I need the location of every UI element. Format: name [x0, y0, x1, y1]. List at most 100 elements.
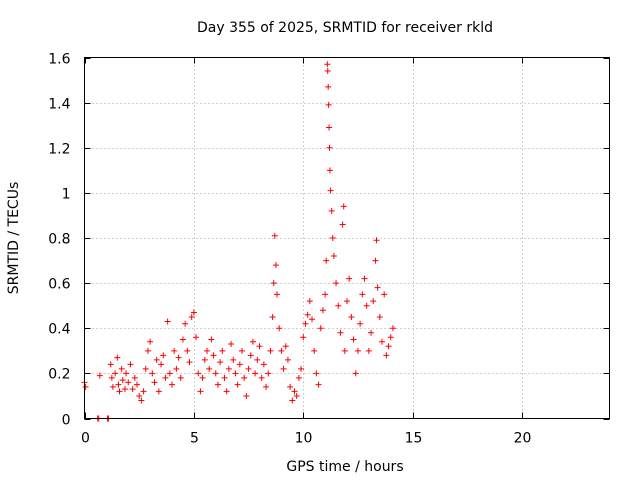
data-point	[151, 379, 158, 386]
data-point	[197, 388, 204, 395]
data-point	[208, 336, 215, 343]
data-point	[361, 275, 368, 282]
data-point	[359, 291, 366, 298]
data-point	[373, 237, 380, 244]
data-point	[155, 388, 162, 395]
data-point	[357, 320, 364, 327]
data-point	[173, 365, 180, 372]
data-point	[370, 298, 377, 305]
data-point	[201, 356, 208, 363]
data-point	[276, 325, 283, 332]
data-point	[236, 361, 243, 368]
data-point	[171, 347, 178, 354]
data-point	[179, 336, 186, 343]
data-point	[270, 280, 277, 287]
data-point	[164, 318, 171, 325]
data-point	[147, 338, 154, 345]
data-point	[317, 325, 324, 332]
data-point	[116, 388, 123, 395]
data-point	[315, 381, 322, 388]
data-point	[129, 386, 136, 393]
data-point	[363, 302, 370, 309]
data-point	[138, 397, 145, 404]
data-point	[169, 381, 175, 388]
y-tick-label: 0.8	[48, 232, 70, 248]
data-point	[247, 352, 254, 359]
data-points	[81, 61, 396, 422]
data-point	[352, 370, 359, 377]
data-point	[199, 374, 206, 381]
y-tick-label: 1.4	[48, 97, 70, 113]
data-point	[232, 370, 239, 377]
data-point	[177, 374, 184, 381]
data-point	[234, 381, 241, 388]
data-point	[121, 386, 128, 393]
data-point	[263, 383, 270, 390]
data-point	[368, 329, 375, 336]
data-point	[118, 365, 125, 372]
data-point	[306, 298, 313, 305]
data-point	[324, 61, 331, 68]
data-point	[379, 338, 385, 345]
data-point	[190, 309, 197, 316]
data-point	[265, 370, 272, 377]
data-point	[323, 257, 330, 264]
data-point	[309, 316, 315, 323]
data-point	[96, 372, 103, 379]
data-point	[372, 257, 379, 264]
grid-lines	[84, 57, 610, 419]
data-point	[295, 374, 302, 381]
data-point	[326, 144, 333, 151]
data-point	[389, 325, 396, 332]
data-point	[223, 388, 230, 395]
data-point	[206, 365, 213, 372]
data-point	[131, 374, 138, 381]
data-point	[341, 347, 348, 354]
data-point	[300, 334, 307, 341]
data-point	[230, 356, 237, 363]
x-tick-label: 0	[81, 431, 90, 447]
data-point	[337, 329, 344, 336]
data-point	[287, 383, 294, 390]
data-point	[326, 167, 333, 174]
data-point	[335, 302, 342, 309]
data-point	[114, 354, 121, 361]
data-point	[365, 347, 372, 354]
x-tick-label: 20	[514, 431, 532, 447]
data-point	[339, 221, 346, 228]
data-point	[280, 365, 287, 372]
data-point	[149, 370, 156, 377]
data-point	[107, 361, 114, 368]
data-point	[210, 352, 217, 359]
data-point	[374, 284, 381, 291]
data-point	[219, 347, 226, 354]
data-point	[144, 347, 151, 354]
y-tick-label: 1	[62, 187, 71, 203]
data-point	[136, 392, 143, 399]
data-point	[330, 253, 337, 260]
data-point	[166, 370, 173, 377]
data-point	[346, 275, 353, 282]
data-point	[256, 343, 263, 350]
data-point	[274, 291, 280, 298]
data-point	[311, 347, 318, 354]
data-point	[313, 370, 320, 377]
data-point	[385, 343, 392, 350]
axis-ticks	[84, 57, 610, 420]
chart-title: Day 355 of 2025, SRMTID for receiver rkl…	[197, 20, 493, 36]
data-point	[182, 320, 189, 327]
y-tick-label: 0.4	[48, 322, 70, 338]
data-point	[329, 235, 336, 241]
data-point	[340, 203, 347, 210]
data-point	[333, 280, 340, 287]
data-point	[383, 352, 390, 359]
data-point	[348, 313, 355, 320]
data-point	[82, 383, 89, 390]
data-point	[376, 313, 383, 320]
data-point	[239, 347, 245, 354]
y-tick-label: 0.6	[48, 277, 70, 293]
data-point	[324, 68, 331, 75]
data-point	[322, 291, 329, 298]
data-point	[245, 365, 252, 372]
